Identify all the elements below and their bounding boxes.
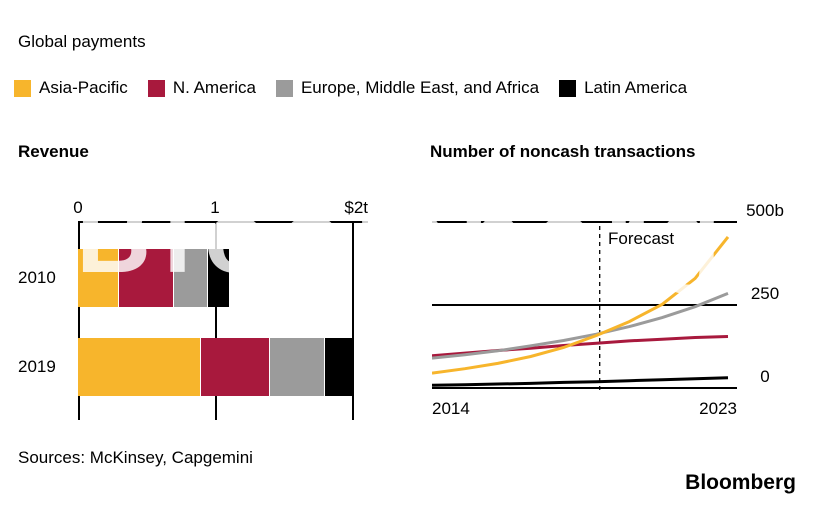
legend-swatch-icon bbox=[559, 79, 577, 97]
legend-label: N. America bbox=[172, 78, 256, 97]
legend-label: Asia-Pacific bbox=[39, 78, 128, 97]
line-series-europe-middle-east-and-africa bbox=[432, 292, 729, 360]
bar-category-label-2019: 2019 bbox=[18, 357, 56, 376]
bar-segment bbox=[78, 338, 202, 396]
noncash-ytick-0: 0 bbox=[760, 367, 770, 386]
revenue-top-axis-line bbox=[78, 221, 368, 223]
revenue-gridline-0 bbox=[78, 221, 80, 420]
bar-segment bbox=[269, 338, 325, 396]
bar-segment bbox=[78, 249, 120, 307]
legend-label: Latin America bbox=[584, 78, 688, 97]
legend-item-0: Asia-Pacific bbox=[14, 78, 128, 98]
page-title: Global payments bbox=[18, 32, 146, 51]
bar-row-2010 bbox=[78, 249, 229, 307]
line-series-asia-pacific bbox=[432, 235, 730, 375]
noncash-ytick-500b: 500b bbox=[746, 201, 784, 220]
revenue-xtick-2t: $2t bbox=[344, 198, 368, 217]
bar-segment bbox=[324, 338, 352, 396]
noncash-chart-title: Number of noncash transactions bbox=[430, 142, 696, 161]
bloomberg-logo: Bloomberg bbox=[685, 471, 796, 494]
bar-segment bbox=[201, 338, 270, 396]
revenue-xtick-1: 1 bbox=[210, 198, 220, 217]
legend-item-2: Europe, Middle East, and Africa bbox=[275, 78, 540, 98]
legend-item-1: N. America bbox=[147, 78, 256, 98]
legend-label: Europe, Middle East, and Africa bbox=[300, 78, 540, 97]
legend-swatch-icon bbox=[14, 79, 31, 97]
revenue-gridline-2t bbox=[352, 221, 354, 420]
revenue-xtick-0: 0 bbox=[73, 198, 83, 217]
bar-segment bbox=[208, 249, 229, 307]
bar-category-label-2010: 2010 bbox=[18, 268, 56, 287]
noncash-xtick-2014: 2014 bbox=[432, 399, 470, 418]
noncash-gridline-500 bbox=[432, 221, 737, 223]
legend-item-3: Latin America bbox=[559, 78, 687, 98]
bar-segment bbox=[119, 249, 174, 307]
noncash-line-plot bbox=[432, 226, 730, 392]
forecast-label: Forecast bbox=[608, 229, 675, 248]
legend: Asia-Pacific N. America Europe, Middle Eas… bbox=[14, 78, 687, 98]
noncash-gridline-0 bbox=[432, 387, 737, 389]
revenue-chart-title: Revenue bbox=[18, 142, 89, 161]
legend-swatch-icon bbox=[147, 79, 165, 97]
sources-note: Sources: McKinsey, Capgemini bbox=[18, 448, 253, 467]
noncash-ytick-250: 250 bbox=[750, 284, 780, 303]
noncash-xtick-2023: 2023 bbox=[699, 399, 737, 418]
bar-segment bbox=[173, 249, 209, 307]
noncash-gridline-250 bbox=[432, 304, 737, 306]
bar-row-2019 bbox=[78, 338, 352, 396]
legend-swatch-icon bbox=[275, 79, 293, 97]
revenue-gridline-1 bbox=[215, 221, 217, 420]
line-series-latin-america bbox=[432, 376, 729, 387]
